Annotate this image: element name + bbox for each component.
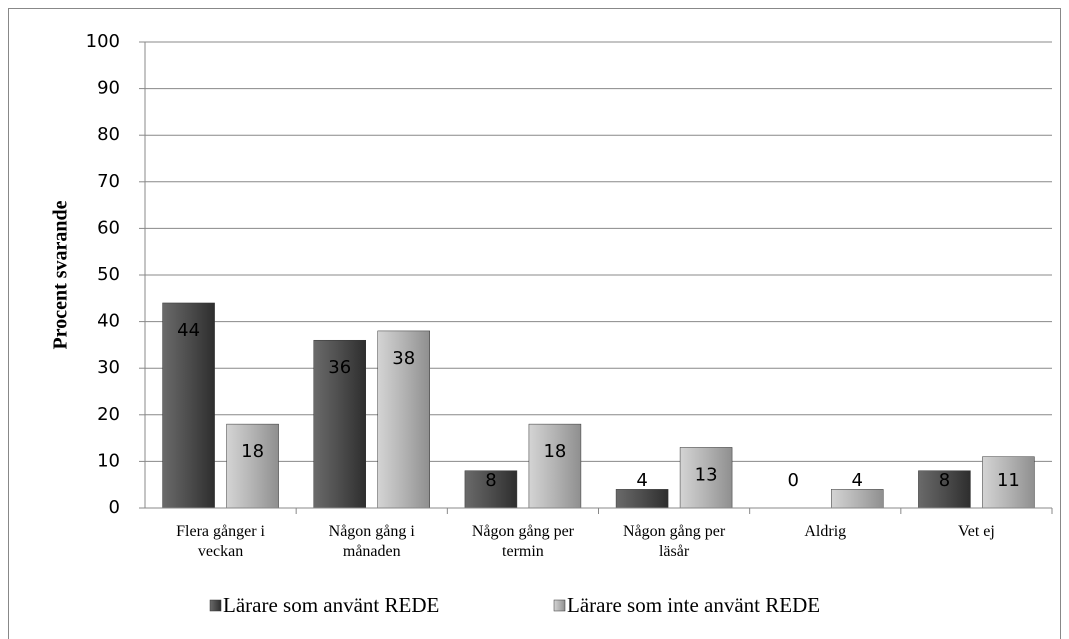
y-tick-label: 30	[97, 357, 120, 378]
data-label: 44	[177, 320, 200, 341]
x-tick-label: Vet ej	[958, 523, 995, 540]
x-tick-label: Någon gång per termin	[472, 523, 575, 560]
bar	[918, 470, 971, 509]
y-tick-label: 0	[109, 497, 120, 518]
y-tick-label: 100	[86, 31, 120, 52]
x-tick-label-line: Flera gånger i	[176, 523, 265, 540]
y-axis-title: Procent svarande	[50, 200, 72, 349]
x-tick-label-line: månaden	[343, 543, 401, 560]
legend-label: Lärare som inte använt REDE	[567, 593, 820, 617]
x-tick-label-line: Någon gång i	[329, 523, 416, 540]
bar	[528, 423, 582, 509]
chart-frame	[8, 8, 1061, 639]
data-label: 18	[543, 441, 566, 462]
y-tick-label: 40	[97, 311, 120, 332]
data-label: 11	[997, 470, 1020, 491]
bar	[226, 423, 279, 509]
x-tick-label-line: Någon gång per	[472, 523, 575, 540]
bar	[615, 489, 669, 509]
legend-swatch	[553, 599, 566, 612]
bar	[162, 302, 215, 509]
data-label: 0	[788, 470, 799, 491]
y-tick-label: 80	[97, 124, 120, 145]
y-tick-label: 10	[97, 450, 120, 471]
data-label: 4	[852, 470, 863, 491]
bar	[464, 470, 518, 509]
x-tick-label-line: läsår	[659, 543, 690, 560]
y-tick-label: 60	[97, 217, 120, 238]
x-tick-label-line: termin	[502, 543, 544, 560]
x-tick-label-line: Någon gång per	[623, 523, 726, 540]
y-tick-label: 70	[97, 171, 120, 192]
legend-label: Lärare som använt REDE	[223, 593, 439, 617]
legend-swatch	[209, 599, 222, 612]
data-label: 18	[241, 441, 264, 462]
bar	[679, 447, 733, 509]
y-tick-label: 90	[97, 78, 120, 99]
x-tick-label: Aldrig	[804, 523, 846, 540]
x-tick-label-line: Vet ej	[958, 523, 995, 540]
data-label: 8	[939, 470, 950, 491]
data-label: 13	[695, 464, 718, 485]
bar	[831, 489, 884, 509]
y-tick-label: 20	[97, 404, 120, 425]
x-tick-label: Någon gång i månaden	[329, 523, 416, 560]
x-tick-label: Flera gånger i veckan	[176, 523, 265, 560]
data-label: 4	[636, 470, 647, 491]
x-tick-label-line: Aldrig	[804, 523, 846, 540]
y-tick-label: 50	[97, 264, 120, 285]
data-label: 38	[392, 348, 415, 369]
data-label: 8	[485, 470, 496, 491]
data-label: 36	[328, 357, 351, 378]
x-tick-label: Någon gång per läsår	[623, 523, 726, 560]
bar	[313, 339, 366, 509]
x-tick-label-line: veckan	[198, 543, 243, 560]
